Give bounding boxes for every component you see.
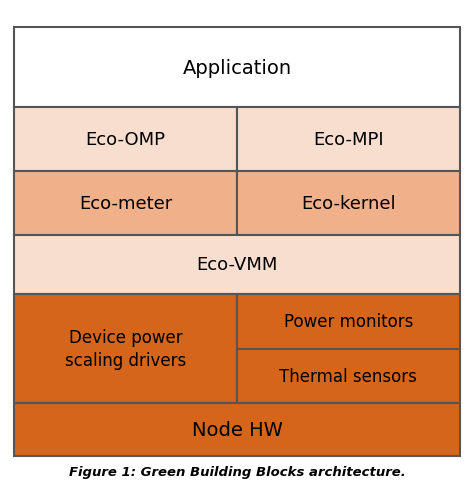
Text: Eco-MPI: Eco-MPI (313, 131, 383, 149)
FancyBboxPatch shape (237, 171, 460, 235)
Text: Application: Application (182, 59, 292, 77)
FancyBboxPatch shape (14, 235, 460, 294)
FancyBboxPatch shape (237, 294, 460, 349)
Text: Figure 1: Green Building Blocks architecture.: Figure 1: Green Building Blocks architec… (69, 465, 405, 478)
FancyBboxPatch shape (14, 404, 460, 456)
FancyBboxPatch shape (14, 28, 460, 108)
Text: Device power
scaling drivers: Device power scaling drivers (65, 328, 186, 370)
Text: Eco-meter: Eco-meter (79, 195, 172, 212)
Text: Power monitors: Power monitors (284, 313, 413, 331)
Text: Eco-VMM: Eco-VMM (196, 256, 278, 274)
Text: Eco-OMP: Eco-OMP (86, 131, 165, 149)
FancyBboxPatch shape (14, 294, 237, 404)
FancyBboxPatch shape (14, 108, 237, 171)
Text: Thermal sensors: Thermal sensors (280, 367, 417, 385)
FancyBboxPatch shape (237, 108, 460, 171)
FancyBboxPatch shape (237, 349, 460, 404)
Text: Node HW: Node HW (191, 420, 283, 439)
Text: Eco-kernel: Eco-kernel (301, 195, 396, 212)
FancyBboxPatch shape (14, 171, 237, 235)
